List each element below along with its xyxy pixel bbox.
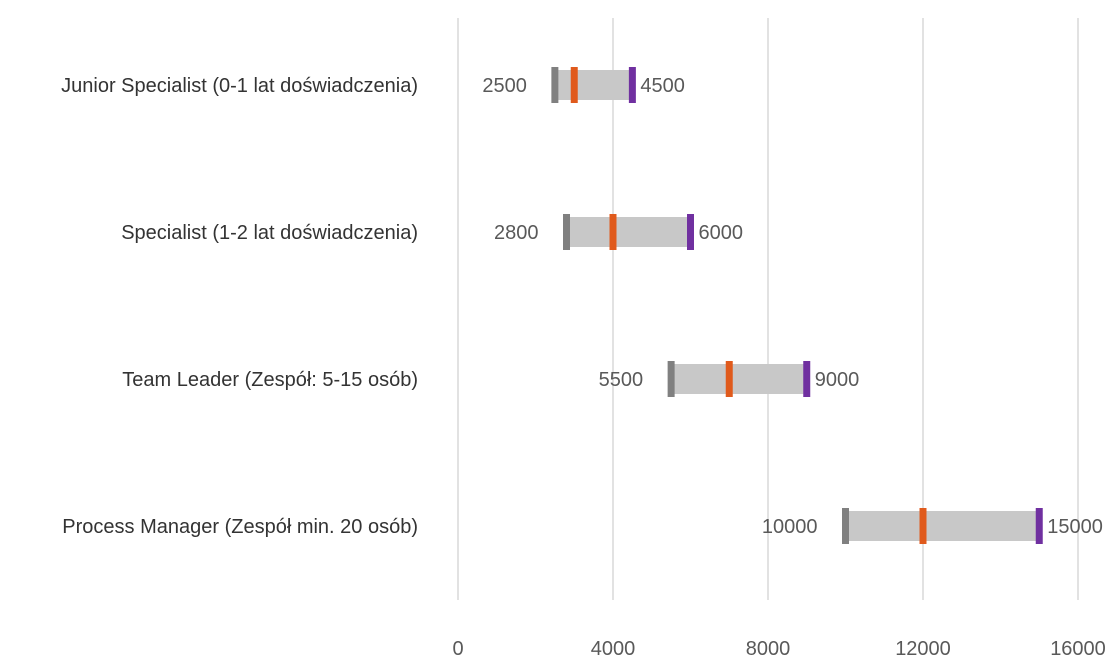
min-marker bbox=[551, 67, 559, 103]
x-tick-label: 4000 bbox=[591, 638, 636, 660]
category-label: Junior Specialist (0-1 lat doświadczenia… bbox=[61, 75, 418, 97]
low-value-label: 5500 bbox=[599, 369, 644, 391]
low-value-label: 2500 bbox=[482, 75, 527, 97]
x-tick-label: 0 bbox=[452, 638, 463, 660]
high-value-label: 4500 bbox=[640, 75, 685, 97]
x-tick-label: 16000 bbox=[1050, 638, 1106, 660]
category-label: Process Manager (Zespół min. 20 osób) bbox=[62, 516, 418, 538]
range-bar bbox=[554, 70, 633, 100]
range-bar bbox=[845, 511, 1040, 541]
high-value-label: 9000 bbox=[815, 369, 860, 391]
mid-marker bbox=[570, 67, 578, 103]
data-labels: 2500 4500 2800 6000 5500 9000 10000 15000 bbox=[482, 75, 1103, 538]
mid-marker bbox=[609, 214, 617, 250]
min-marker bbox=[842, 508, 849, 544]
high-value-label: 15000 bbox=[1047, 516, 1103, 538]
range-bar bbox=[566, 217, 691, 247]
category-labels: Junior Specialist (0-1 lat doświadczenia… bbox=[61, 75, 418, 538]
high-value-label: 6000 bbox=[699, 222, 744, 244]
range-bar bbox=[671, 364, 807, 394]
min-marker bbox=[667, 361, 675, 397]
category-label: Specialist (1-2 lat doświadczenia) bbox=[121, 222, 418, 244]
mid-marker bbox=[725, 361, 733, 397]
x-tick-label: 8000 bbox=[746, 638, 791, 660]
max-marker bbox=[1035, 508, 1043, 544]
low-value-label: 10000 bbox=[762, 516, 818, 538]
low-value-label: 2800 bbox=[494, 222, 539, 244]
max-marker bbox=[628, 67, 636, 103]
min-marker bbox=[563, 214, 570, 250]
max-marker bbox=[687, 214, 694, 250]
x-axis-ticks: 0 4000 8000 12000 16000 bbox=[452, 638, 1105, 660]
mid-marker bbox=[919, 508, 927, 544]
category-label: Team Leader (Zespół: 5-15 osób) bbox=[122, 369, 418, 391]
range-bars bbox=[551, 67, 1043, 544]
gridlines bbox=[457, 18, 1079, 600]
x-tick-label: 12000 bbox=[895, 638, 951, 660]
max-marker bbox=[803, 361, 811, 397]
